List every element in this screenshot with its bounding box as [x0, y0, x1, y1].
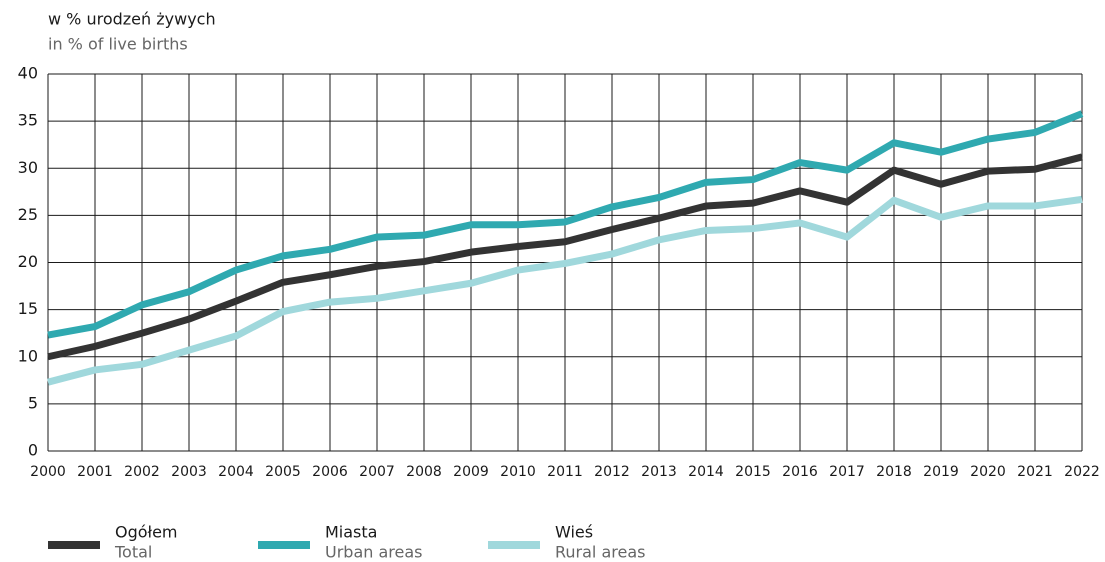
y-axis-label-en: in % of live births: [48, 35, 188, 54]
legend-label: Wieś: [555, 523, 593, 542]
x-tick-label: 2016: [782, 464, 818, 480]
x-tick-label: 2008: [406, 464, 442, 480]
y-tick-label: 30: [18, 158, 38, 177]
series-line: [47, 110, 1084, 339]
x-tick-label: 2004: [218, 464, 254, 480]
x-tick-label: 2007: [359, 464, 395, 480]
x-tick-label: 2002: [124, 464, 160, 480]
y-tick-label: 15: [18, 299, 38, 318]
x-tick-label: 2003: [171, 464, 207, 480]
y-tick-label: 20: [18, 252, 38, 271]
y-tick-label: 5: [28, 393, 38, 412]
y-tick-label: 40: [18, 64, 38, 83]
x-tick-label: 2018: [876, 464, 912, 480]
y-tick-label: 0: [28, 441, 38, 460]
x-tick-label: 2011: [547, 464, 583, 480]
series-line: [47, 153, 1083, 361]
legend-label: Miasta: [325, 523, 377, 542]
x-tick-label: 2009: [453, 464, 489, 480]
x-tick-label: 2014: [688, 464, 724, 480]
x-tick-label: 2013: [641, 464, 677, 480]
x-tick-label: 2001: [77, 464, 113, 480]
legend-label-en: Total: [114, 543, 152, 562]
legend-label-en: Rural areas: [555, 543, 645, 562]
y-tick-label: 10: [18, 346, 38, 365]
x-tick-label: 2005: [265, 464, 301, 480]
y-tick-label: 35: [18, 111, 38, 130]
x-tick-label: 2006: [312, 464, 348, 480]
series-line: [47, 195, 1083, 386]
legend-label-en: Urban areas: [325, 543, 423, 562]
x-tick-label: 2017: [829, 464, 865, 480]
legend-label: Ogółem: [115, 523, 178, 542]
y-axis-label: w % urodzeń żywych: [48, 10, 216, 29]
x-tick-label: 2022: [1064, 464, 1100, 480]
x-tick-label: 2021: [1017, 464, 1053, 480]
x-tick-label: 2010: [500, 464, 536, 480]
x-tick-label: 2019: [923, 464, 959, 480]
x-tick-label: 2015: [735, 464, 771, 480]
x-tick-label: 2020: [970, 464, 1006, 480]
x-tick-label: 2000: [30, 464, 66, 480]
y-tick-label: 25: [18, 205, 38, 224]
x-tick-label: 2012: [594, 464, 630, 480]
